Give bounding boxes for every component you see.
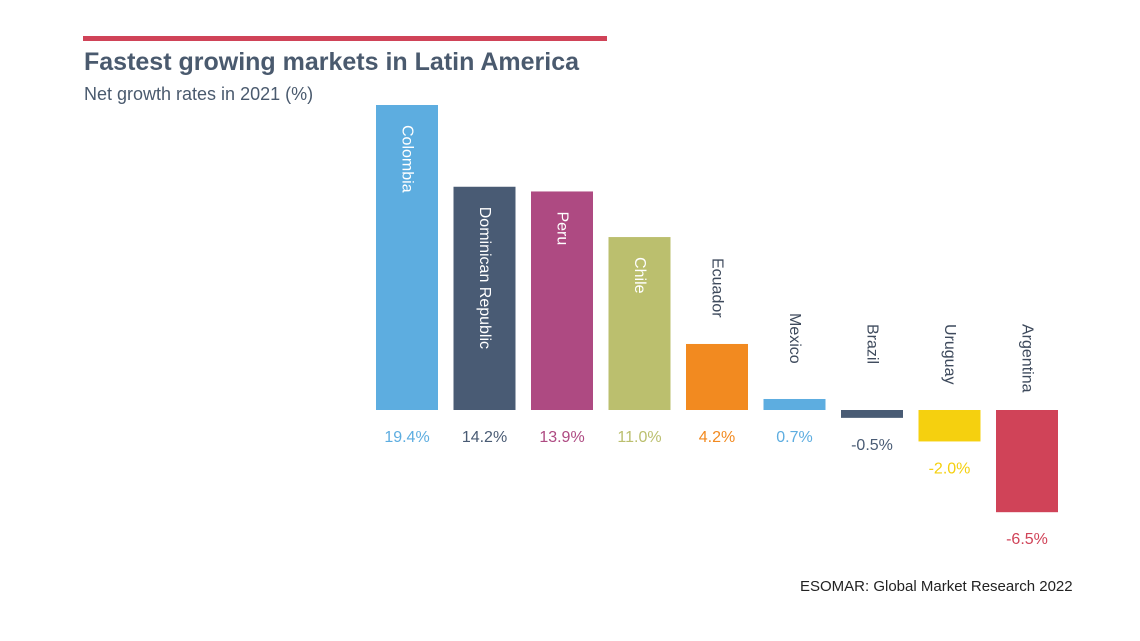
value-label-peru: 13.9% [539, 429, 584, 446]
bar-colombia [376, 105, 438, 410]
bar-peru [531, 191, 593, 410]
chart-title: Fastest growing markets in Latin America [84, 48, 580, 76]
value-label-colombia: 19.4% [384, 429, 429, 446]
category-label-brazil: Brazil [864, 324, 881, 364]
value-label-argentina: -6.5% [1006, 531, 1048, 548]
bar-uruguay [918, 410, 981, 442]
value-label-uruguay: -2.0% [929, 460, 971, 477]
value-label-ecuador: 4.2% [699, 429, 735, 446]
category-label-dominican-republic: Dominican Republic [476, 207, 493, 349]
category-label-ecuador: Ecuador [709, 258, 726, 318]
bar-mexico [763, 398, 826, 410]
bar-ecuador [686, 343, 748, 410]
chart-subtitle: Net growth rates in 2021 (%) [84, 84, 314, 104]
category-label-peru: Peru [554, 211, 571, 245]
bar-dominican-republic [453, 186, 516, 410]
bar-chile [608, 237, 671, 410]
value-label-dominican-republic: 14.2% [462, 429, 507, 446]
bar-argentina [996, 410, 1058, 513]
category-label-uruguay: Uruguay [941, 324, 958, 384]
category-label-chile: Chile [631, 257, 648, 294]
title-accent-rule [83, 36, 607, 41]
value-label-brazil: -0.5% [851, 437, 893, 454]
value-label-chile: 11.0% [617, 429, 661, 446]
value-label-mexico: 0.7% [776, 429, 812, 446]
source-credit: ESOMAR: Global Market Research 2022 [800, 578, 1073, 595]
bar-brazil [841, 410, 903, 418]
category-label-argentina: Argentina [1019, 324, 1036, 393]
category-label-mexico: Mexico [786, 313, 803, 364]
category-label-colombia: Colombia [399, 125, 416, 193]
